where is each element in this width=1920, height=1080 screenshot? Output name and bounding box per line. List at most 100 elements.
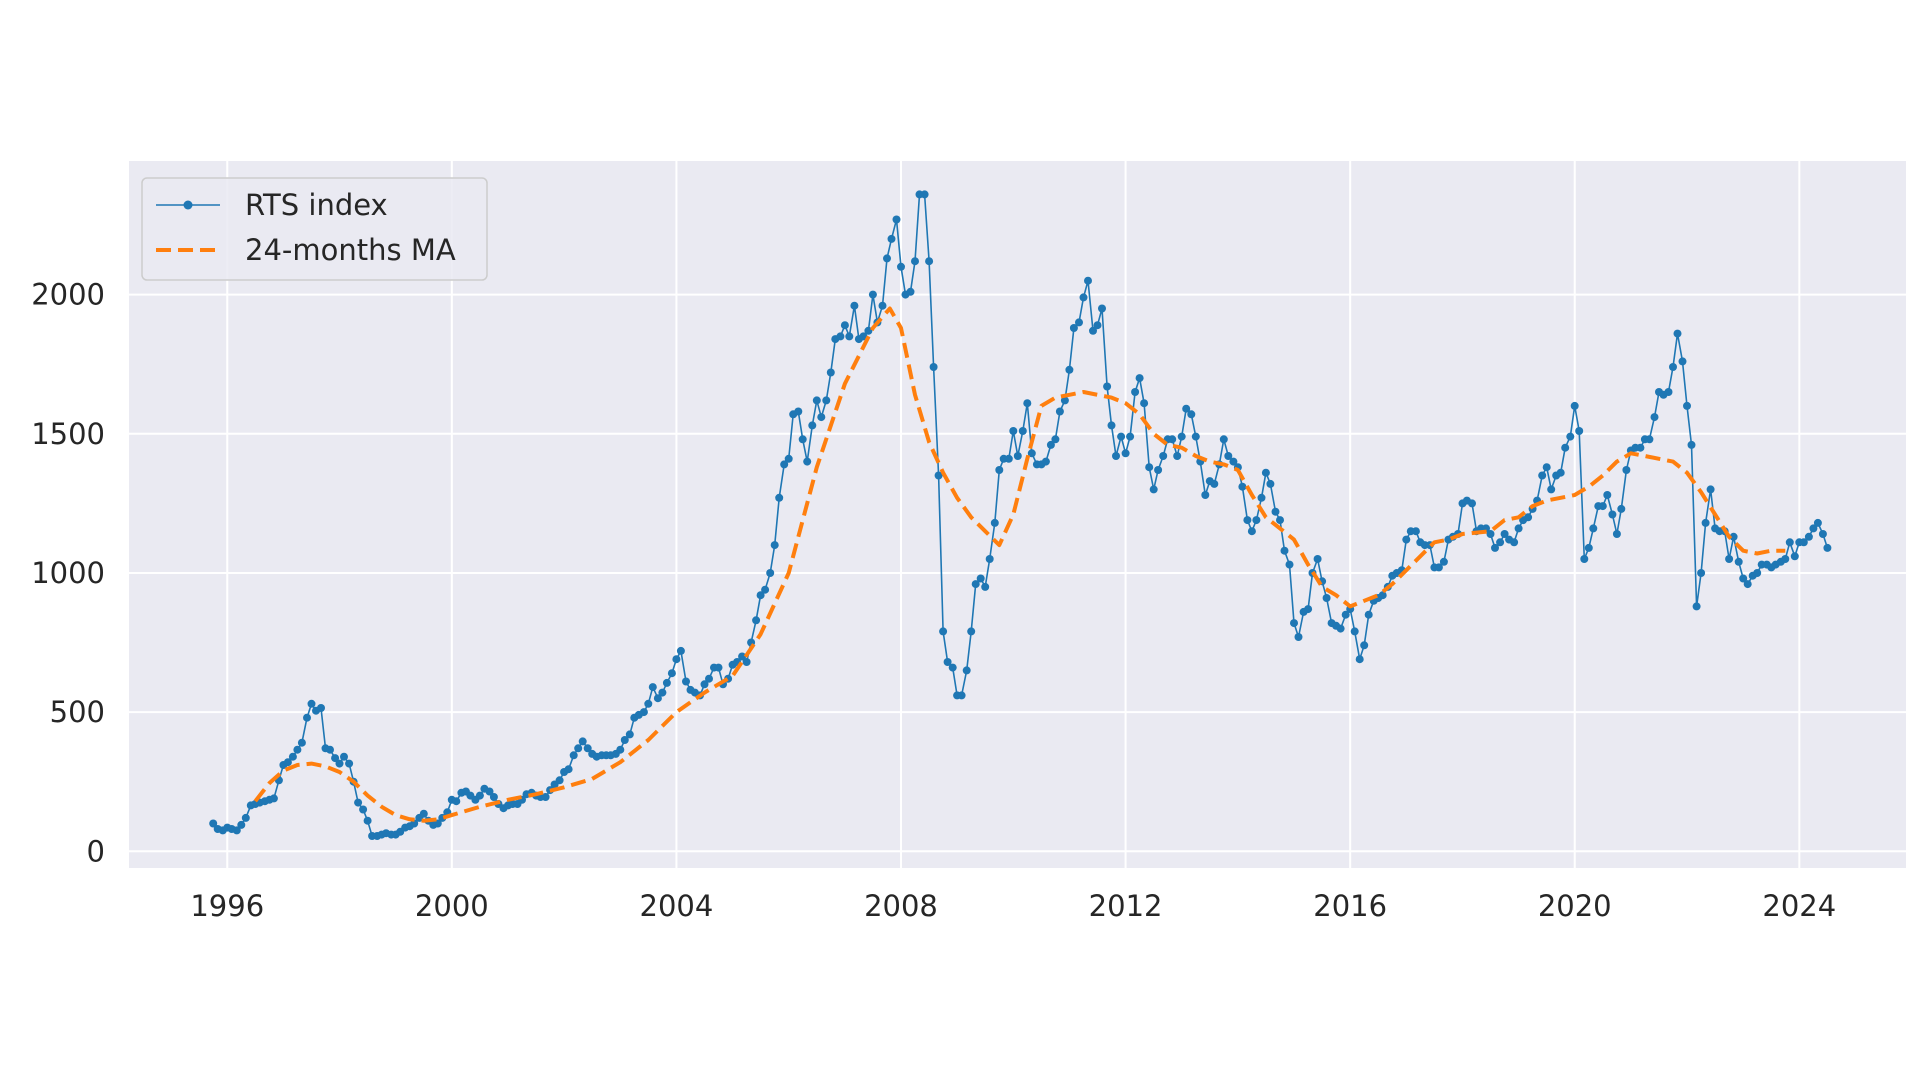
data-point bbox=[1491, 543, 1499, 552]
data-point bbox=[1079, 293, 1088, 302]
x-tick-label: 2012 bbox=[1089, 889, 1163, 923]
series-line bbox=[253, 306, 1786, 823]
data-point bbox=[756, 591, 765, 600]
data-point bbox=[1434, 563, 1443, 572]
data-point bbox=[419, 809, 428, 818]
data-point bbox=[967, 627, 976, 636]
data-point bbox=[1280, 546, 1289, 555]
data-point bbox=[943, 658, 952, 666]
data-point bbox=[948, 663, 957, 672]
data-point bbox=[1075, 318, 1083, 327]
data-point bbox=[1173, 452, 1182, 460]
data-point bbox=[1799, 538, 1808, 547]
data-point bbox=[1411, 527, 1420, 536]
data-point bbox=[1701, 518, 1710, 527]
x-axis-ticks: 1996 2000 2004 2008 2012 2016 2020 2024 bbox=[190, 889, 1836, 923]
data-point bbox=[1247, 527, 1256, 536]
data-point bbox=[1664, 388, 1673, 396]
data-point bbox=[1603, 491, 1612, 499]
data-point bbox=[1154, 466, 1163, 474]
data-point bbox=[452, 797, 461, 806]
data-point bbox=[644, 699, 653, 708]
data-point bbox=[1121, 449, 1130, 458]
data-point bbox=[840, 321, 849, 330]
data-point bbox=[738, 652, 747, 661]
data-point bbox=[906, 287, 915, 296]
data-point bbox=[1364, 610, 1373, 619]
data-point bbox=[317, 704, 325, 712]
data-point bbox=[1210, 479, 1219, 488]
data-point bbox=[1570, 401, 1579, 410]
data-point bbox=[1378, 591, 1387, 600]
data-point bbox=[1636, 443, 1645, 452]
data-point bbox=[1187, 410, 1196, 419]
data-point bbox=[957, 691, 966, 700]
data-point bbox=[859, 332, 868, 341]
series-layer bbox=[209, 190, 1832, 840]
data-point bbox=[345, 759, 354, 768]
data-point bbox=[335, 759, 344, 768]
data-point bbox=[555, 776, 564, 785]
data-point bbox=[1084, 276, 1092, 285]
data-point bbox=[1238, 482, 1247, 491]
data-point bbox=[1023, 399, 1032, 408]
data-point bbox=[569, 751, 578, 760]
data-point bbox=[1439, 557, 1448, 566]
data-point bbox=[363, 816, 372, 825]
data-point bbox=[1018, 427, 1027, 435]
data-point bbox=[808, 421, 817, 430]
data-point bbox=[620, 736, 629, 744]
data-point bbox=[485, 787, 494, 796]
data-point bbox=[1103, 382, 1112, 391]
data-point bbox=[1809, 524, 1818, 533]
data-point bbox=[985, 555, 994, 563]
data-point bbox=[911, 257, 919, 266]
data-point bbox=[1584, 543, 1593, 552]
data-point bbox=[1219, 435, 1228, 444]
legend-label: RTS index bbox=[245, 188, 388, 222]
data-point bbox=[1622, 466, 1631, 474]
data-point bbox=[1524, 513, 1533, 522]
data-point bbox=[766, 569, 775, 577]
legend-item: 24-months MA bbox=[156, 233, 456, 267]
data-point bbox=[1468, 499, 1476, 508]
data-point bbox=[541, 793, 550, 801]
data-point bbox=[803, 457, 812, 466]
data-point bbox=[929, 363, 938, 371]
data-point bbox=[705, 674, 713, 683]
data-point bbox=[1229, 457, 1238, 466]
data-point bbox=[1009, 427, 1018, 435]
data-point bbox=[1140, 399, 1149, 408]
data-point bbox=[639, 708, 648, 717]
data-point bbox=[925, 257, 934, 266]
data-point bbox=[283, 758, 292, 767]
data-point bbox=[1285, 560, 1294, 569]
x-tick-label: 2004 bbox=[640, 889, 714, 923]
data-point bbox=[878, 301, 887, 310]
data-point bbox=[475, 791, 484, 800]
data-point bbox=[1729, 532, 1738, 541]
data-point bbox=[1598, 502, 1607, 511]
data-point bbox=[354, 798, 363, 807]
data-point bbox=[1341, 610, 1350, 619]
data-point bbox=[1168, 435, 1177, 444]
data-point bbox=[293, 745, 302, 754]
data-point bbox=[1322, 594, 1331, 602]
data-point bbox=[1191, 432, 1200, 441]
y-axis-ticks: 0 500 1000 1500 2000 bbox=[31, 278, 105, 869]
data-point bbox=[1294, 633, 1303, 641]
data-point bbox=[812, 396, 821, 405]
data-point bbox=[583, 744, 592, 753]
data-point bbox=[269, 794, 278, 803]
data-point bbox=[340, 752, 348, 761]
data-point bbox=[1271, 507, 1280, 516]
x-tick-label: 2020 bbox=[1538, 889, 1612, 923]
legend: RTS index 24-months MA bbox=[141, 177, 488, 281]
data-point bbox=[883, 254, 891, 263]
data-point bbox=[1046, 440, 1055, 449]
data-point bbox=[326, 745, 334, 754]
data-point bbox=[653, 694, 662, 703]
data-point bbox=[742, 658, 751, 666]
data-point bbox=[1089, 326, 1097, 335]
data-point bbox=[897, 262, 905, 271]
